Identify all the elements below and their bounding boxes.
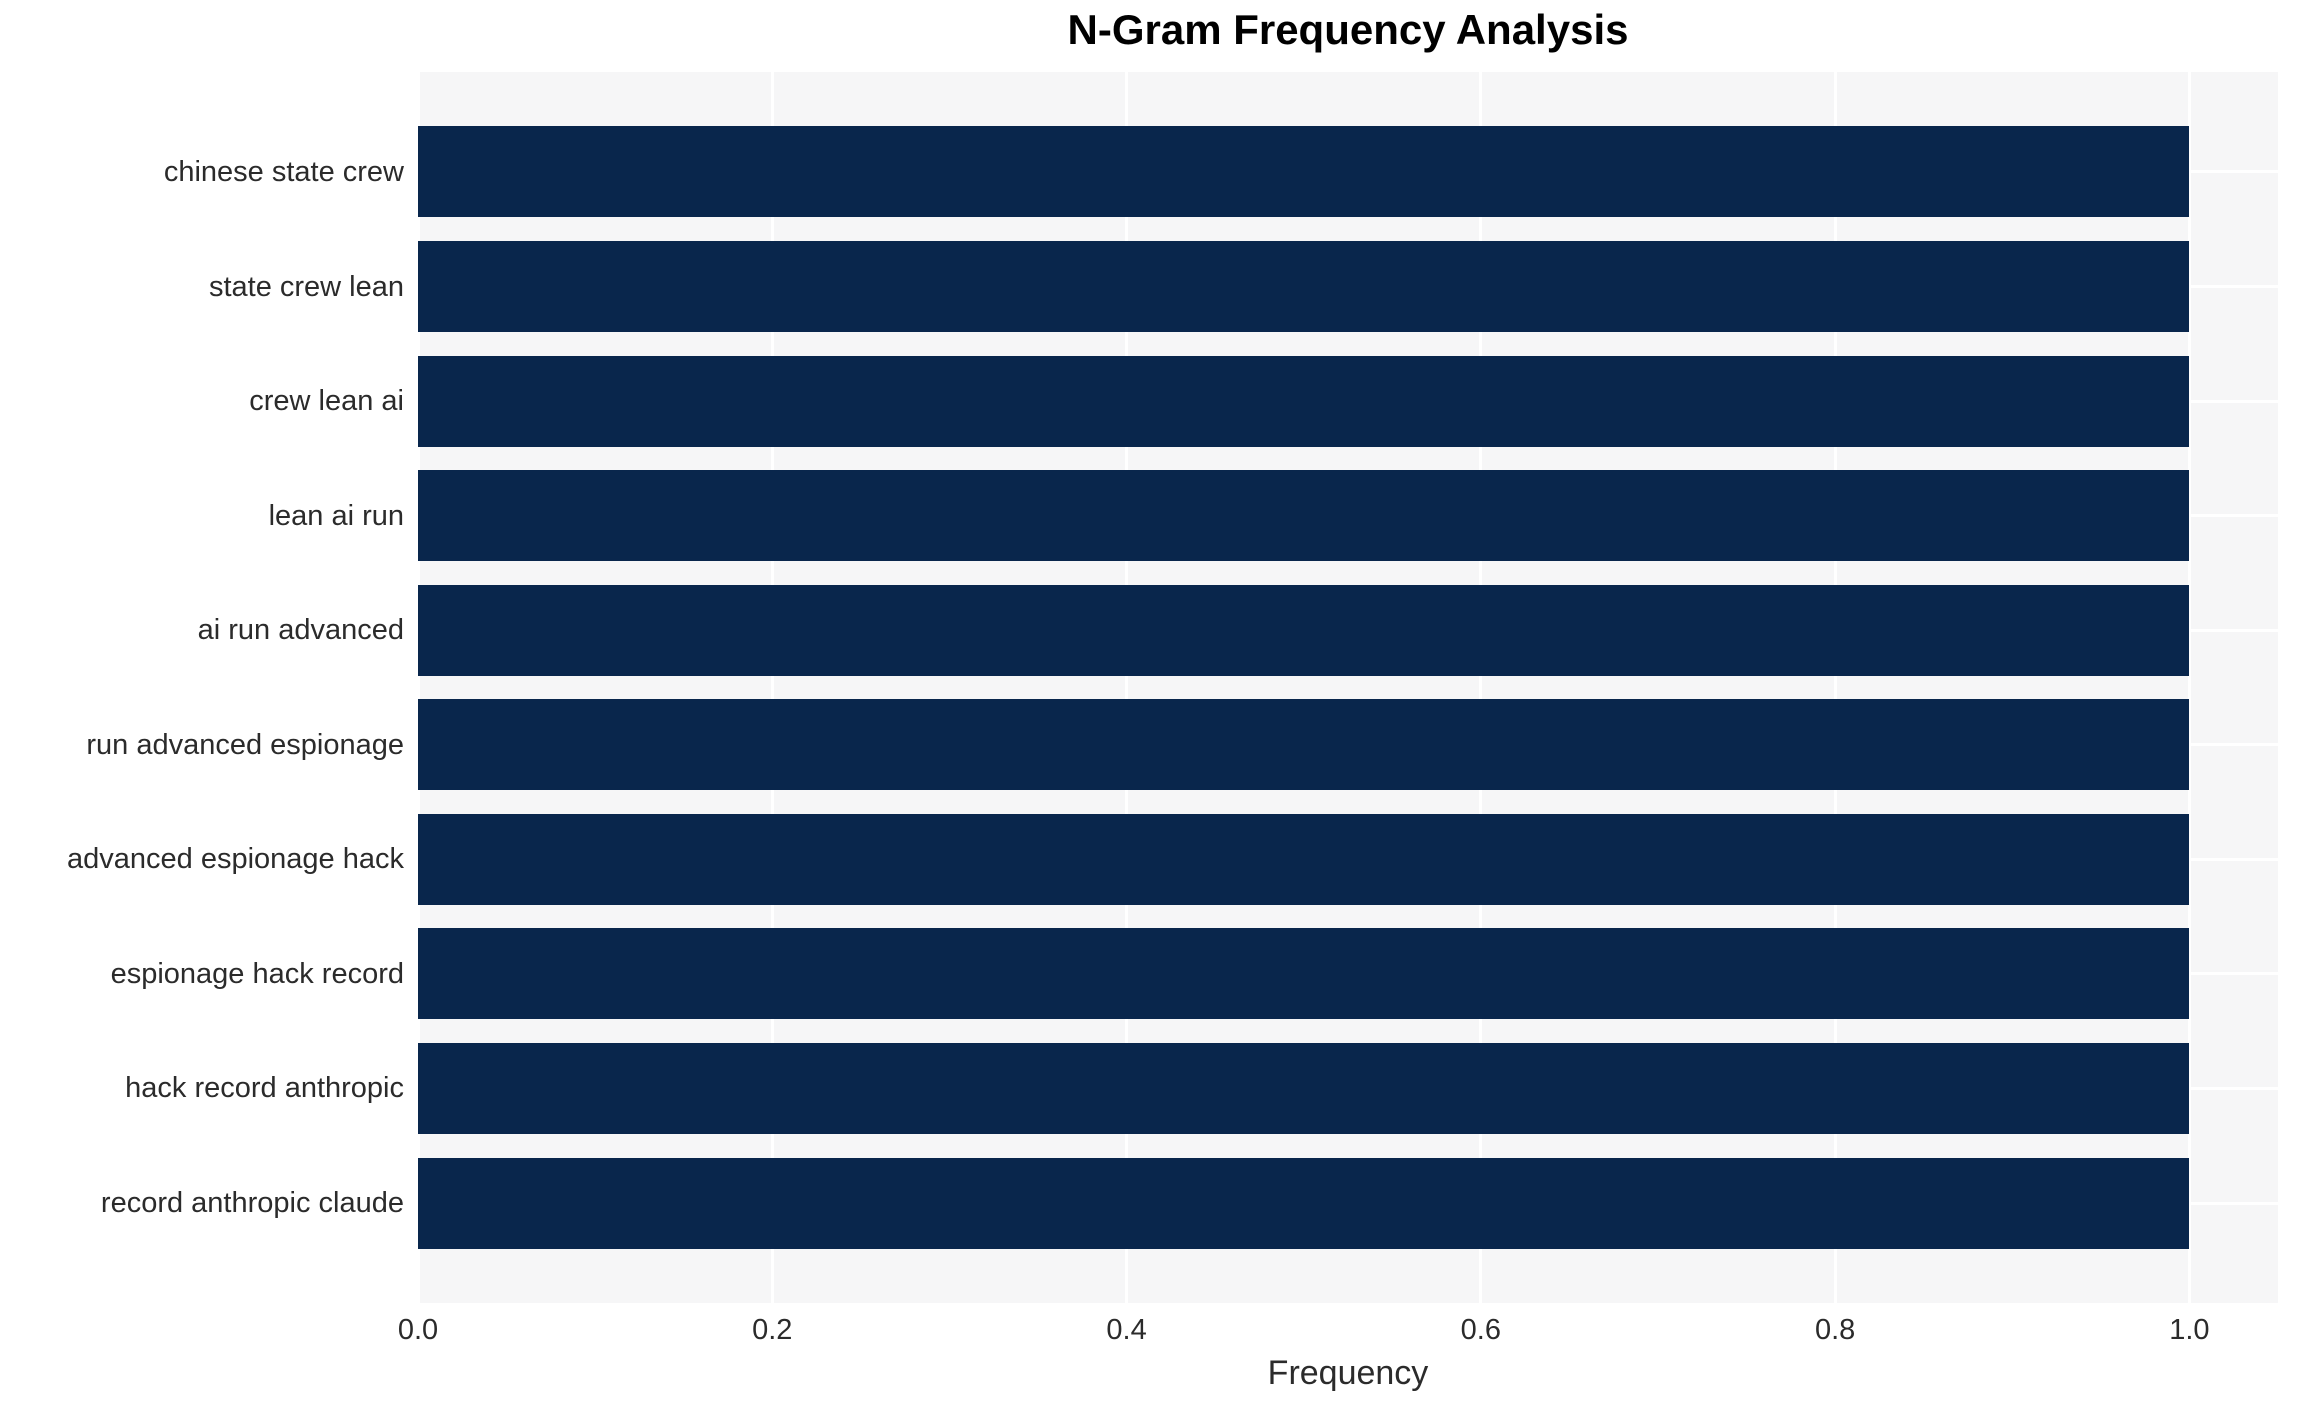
bar [418,470,2190,562]
y-tick-label: hack record anthropic [125,1072,404,1105]
bar [418,1042,2190,1134]
bar [418,813,2190,905]
x-tick-label: 0.8 [1814,1314,1856,1346]
y-tick-label: chinese state crew [163,155,404,188]
gridline-vertical [770,72,774,1303]
gridline-vertical [1833,72,1837,1303]
x-axis-title: Frequency [1267,1354,1429,1392]
bar [418,584,2190,676]
bar [418,126,2190,218]
y-tick-label: advanced espionage hack [67,843,404,876]
plot-area [416,72,2278,1303]
y-tick-label: crew lean ai [249,385,404,418]
gridline-vertical [416,72,420,1303]
y-tick-label: ai run advanced [197,614,404,647]
gridline-vertical [1125,72,1129,1303]
y-tick-label: espionage hack record [110,957,404,990]
bar [418,928,2190,1020]
x-tick-label: 1.0 [2169,1314,2210,1346]
y-tick-label: run advanced espionage [86,728,404,761]
x-tick-label: 0.0 [397,1314,439,1346]
bar [418,355,2190,447]
x-tick-label: 0.2 [752,1314,793,1346]
bar [418,241,2190,333]
gridline-vertical [1479,72,1483,1303]
bar [418,1157,2190,1249]
y-tick-label: state crew lean [208,270,404,303]
gridline-vertical [2187,72,2191,1303]
chart-title: N-Gram Frequency Analysis [1067,6,1629,53]
y-tick-label: lean ai run [268,499,404,532]
y-tick-label: record anthropic claude [100,1187,404,1220]
x-tick-label: 0.6 [1460,1314,1501,1346]
bar [418,699,2190,791]
x-tick-label: 0.4 [1106,1314,1147,1346]
